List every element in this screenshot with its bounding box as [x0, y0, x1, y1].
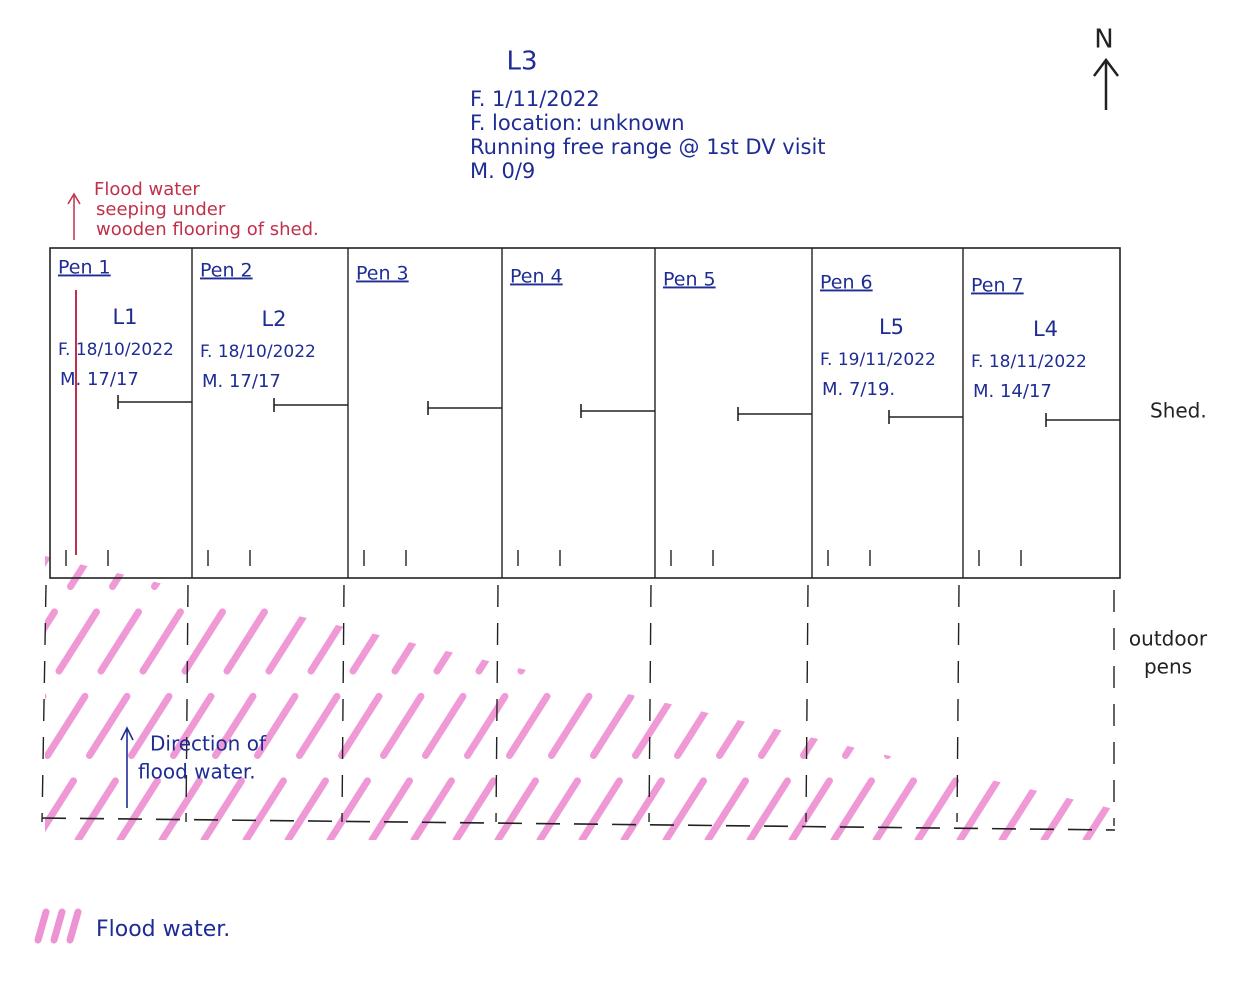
- flood-stroke: [788, 556, 986, 840]
- outdoor-boundary: [41, 817, 1116, 831]
- pen-name: Pen 3: [356, 263, 409, 285]
- pen-mortality: M. 7/19.: [822, 379, 895, 400]
- outdoor-divider: [185, 584, 189, 823]
- flood-stroke: [200, 556, 398, 840]
- pen-litter: L2: [261, 307, 286, 331]
- flood-stroke: [1040, 556, 1118, 840]
- outdoor-divider: [41, 584, 47, 823]
- flood-stroke: [704, 556, 902, 840]
- pen-farrowed: F. 18/10/2022: [200, 342, 316, 362]
- flood-stroke: [0, 540, 16, 840]
- pens: Pen 1 L1 F. 18/10/2022 M. 17/17 Pen 2 L2 F. 18…: [41, 248, 1120, 826]
- litter-detail: M. 0/9: [470, 159, 535, 183]
- pen-farrowed: F. 18/10/2022: [58, 340, 174, 360]
- compass-label: N: [1094, 25, 1113, 55]
- pen-name: Pen 7: [971, 275, 1024, 297]
- flood-stroke: [116, 556, 314, 840]
- direction-arrow-head: [120, 726, 134, 741]
- flood-stroke: [74, 556, 272, 840]
- outdoor-divider: [648, 584, 652, 823]
- pen-name: Pen 2: [200, 260, 253, 282]
- pen-farrowed: F. 18/11/2022: [971, 352, 1087, 372]
- flood-stroke: [45, 556, 62, 840]
- flood-stroke: [158, 556, 356, 840]
- flood-stroke: [45, 556, 188, 840]
- flood-note-arrow-head: [67, 192, 81, 205]
- flood-stroke: [1082, 556, 1118, 840]
- legend-swatch: [34, 908, 82, 944]
- pen-litter: L5: [879, 315, 904, 339]
- litter-detail: Running free range @ 1st DV visit: [470, 135, 826, 159]
- direction-note: Direction of: [150, 732, 267, 756]
- outdoor-divider: [805, 584, 809, 823]
- flood-stroke: [1128, 540, 1244, 840]
- outdoor-divider: [341, 584, 345, 823]
- flood-stroke: [830, 556, 1028, 840]
- flood-note-line: Flood water: [94, 179, 200, 200]
- flood-stroke: [45, 556, 104, 840]
- pen-name: Pen 1: [58, 257, 111, 279]
- pen-name: Pen 5: [663, 269, 716, 291]
- flood-note-line: seeping under: [96, 199, 226, 220]
- shed-outline: [49, 247, 1121, 579]
- compass-arrow-head: [1093, 57, 1119, 77]
- flood-stroke: [1212, 540, 1244, 840]
- flood-stroke: [662, 556, 860, 840]
- legend-label: Flood water.: [96, 917, 230, 942]
- pen-litter: L1: [112, 305, 137, 329]
- flood-stroke: [536, 556, 734, 840]
- flood-stroke: [45, 556, 230, 840]
- flood-stroke: [326, 556, 524, 840]
- outdoor-divider: [956, 584, 960, 823]
- flood-stroke: [494, 556, 692, 840]
- flood-stroke: [998, 556, 1118, 840]
- flood-stroke: [914, 556, 1112, 840]
- flood-stroke: [1170, 540, 1244, 840]
- flood-stroke: [410, 556, 608, 840]
- litter-detail: F. 1/11/2022: [470, 87, 600, 111]
- pen-name: Pen 4: [510, 266, 563, 288]
- flood-stroke: [578, 556, 776, 840]
- outdoor-divider: [495, 584, 499, 823]
- flood-stroke: [284, 556, 482, 840]
- outdoor-label: outdoor: [1129, 627, 1208, 651]
- flood-stroke: [956, 556, 1118, 840]
- litter-label: L3: [506, 47, 537, 77]
- flood-stroke: [746, 556, 944, 840]
- flood-stroke: [242, 556, 440, 840]
- flood-stroke: [620, 556, 818, 840]
- pen-mortality: M. 17/17: [202, 371, 281, 392]
- shed-label: Shed.: [1150, 399, 1207, 423]
- outdoor-label: pens: [1144, 655, 1192, 679]
- flood-stroke: [368, 556, 566, 840]
- pen-farrowed: F. 19/11/2022: [820, 350, 936, 370]
- direction-note: flood water.: [138, 760, 256, 784]
- flood-stroke: [452, 556, 650, 840]
- pen-litter: L4: [1033, 317, 1058, 341]
- flood-note-line: wooden flooring of shed.: [96, 219, 319, 240]
- pen-mortality: M. 17/17: [60, 369, 139, 390]
- pen-mortality: M. 14/17: [973, 381, 1052, 402]
- pen-name: Pen 6: [820, 272, 873, 294]
- litter-detail: F. location: unknown: [470, 111, 685, 135]
- flood-stroke: [872, 556, 1070, 840]
